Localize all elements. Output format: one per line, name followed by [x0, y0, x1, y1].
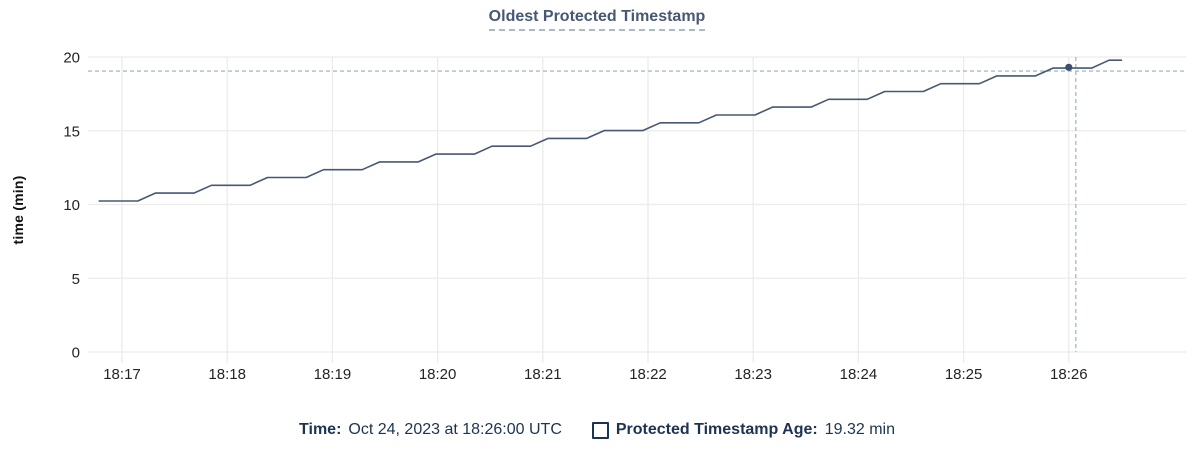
legend-series-toggle[interactable]: Protected Timestamp Age:: [591, 421, 818, 439]
x-tick-label: 18:20: [419, 366, 457, 383]
x-tick-label: 18:17: [103, 366, 141, 383]
chart-title[interactable]: Oldest Protected Timestamp: [488, 8, 706, 31]
chart-title-row: Oldest Protected Timestamp: [0, 8, 1194, 31]
x-tick-label: 18:19: [314, 366, 352, 383]
x-tick-label: 18:24: [840, 366, 878, 383]
legend-time-label: Time:: [299, 421, 342, 438]
x-tick-label: 18:25: [945, 366, 983, 383]
x-tick-label: 18:22: [629, 366, 667, 383]
hover-point-dot: [1065, 63, 1073, 71]
x-tick-label: 18:23: [734, 366, 772, 383]
x-tick-label: 18:18: [208, 366, 246, 383]
y-tick-label: 10: [63, 197, 80, 214]
y-tick-label: 15: [63, 123, 80, 140]
series-line: [98, 59, 1123, 202]
chart-canvas[interactable]: 0 5 10 15 20 18:17 18:18 18:19 18:20 18:21 18:22 18…: [0, 0, 1194, 400]
y-tick-label: 0: [72, 345, 80, 362]
legend-time-value: Oct 24, 2023 at 18:26:00 UTC: [348, 421, 562, 438]
series-checkbox-icon[interactable]: [591, 421, 609, 439]
x-tick-label: 18:26: [1050, 366, 1088, 383]
legend-series-label[interactable]: Protected Timestamp Age:: [615, 421, 818, 438]
chart-legend: Time: Oct 24, 2023 at 18:26:00 UTC Prote…: [0, 421, 1194, 439]
y-tick-label: 5: [72, 271, 80, 288]
x-tick-label: 18:21: [524, 366, 562, 383]
legend-series-value: 19.32 min: [824, 421, 895, 438]
y-tick-label: 20: [63, 50, 80, 67]
